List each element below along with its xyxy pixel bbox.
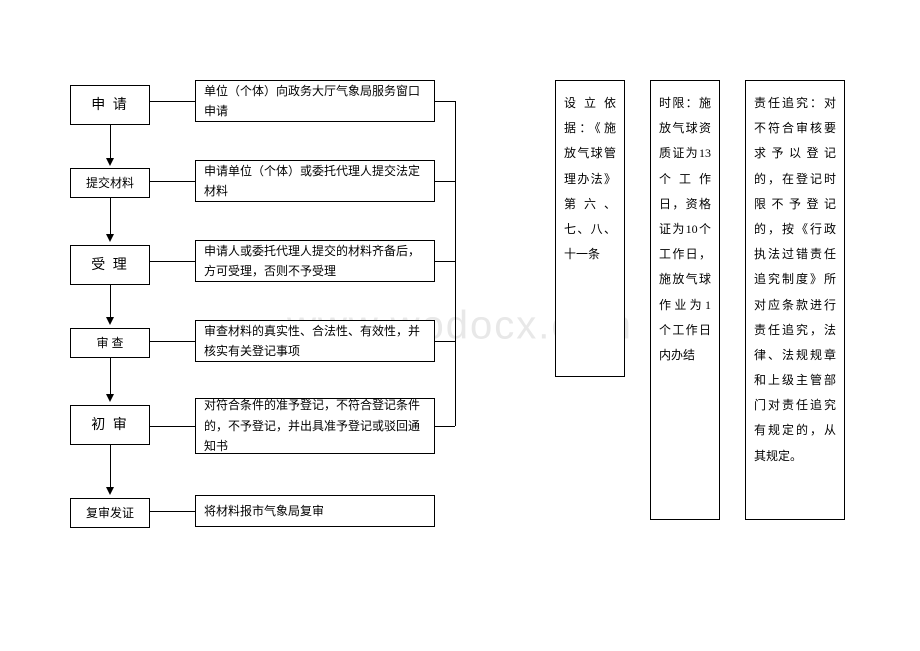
arrow-head-4 <box>106 394 114 402</box>
arrow-line-2 <box>110 198 111 236</box>
desc-accept: 申请人或委托代理人提交的材料齐备后，方可受理，否则不予受理 <box>195 240 435 282</box>
step-final: 复审发证 <box>70 498 150 528</box>
desc-final: 将材料报市气象局复审 <box>195 495 435 527</box>
connector-initial-right <box>435 426 455 427</box>
info-timelimit: 时限：施放气球资质证为13个工作日，资格证为10个工作日，施放气球作业为1个工作… <box>650 80 720 520</box>
connector-final <box>150 511 195 512</box>
connector-apply <box>150 101 195 102</box>
step-accept: 受 理 <box>70 245 150 285</box>
arrow-line-5 <box>110 445 111 489</box>
connector-review-right <box>435 341 455 342</box>
connector-accept-right <box>435 261 455 262</box>
connector-apply-right <box>435 101 455 102</box>
arrow-head-3 <box>106 317 114 325</box>
desc-review: 审查材料的真实性、合法性、有效性，并核实有关登记事项 <box>195 320 435 362</box>
connector-accept <box>150 261 195 262</box>
arrow-head-1 <box>106 158 114 166</box>
arrow-line-1 <box>110 125 111 160</box>
right-vertical-connector <box>455 101 456 426</box>
step-apply: 申 请 <box>70 85 150 125</box>
info-liability: 责任追究：对不符合审核要求予以登记的，在登记时限不予登记的，按《行政执法过错责任… <box>745 80 845 520</box>
connector-initial <box>150 426 195 427</box>
arrow-head-2 <box>106 234 114 242</box>
connector-review <box>150 341 195 342</box>
arrow-head-5 <box>106 487 114 495</box>
desc-apply: 单位（个体）向政务大厅气象局服务窗口申请 <box>195 80 435 122</box>
info-basis: 设立依据：《施放气球管理办法》第六、七、八、十一条 <box>555 80 625 377</box>
connector-submit-right <box>435 181 455 182</box>
step-review: 审 查 <box>70 328 150 358</box>
step-initial: 初 审 <box>70 405 150 445</box>
connector-submit <box>150 181 195 182</box>
desc-initial: 对符合条件的准予登记，不符合登记条件的，不予登记，并出具准予登记或驳回通知书 <box>195 398 435 454</box>
desc-submit: 申请单位（个体）或委托代理人提交法定材料 <box>195 160 435 202</box>
arrow-line-3 <box>110 285 111 319</box>
step-submit: 提交材料 <box>70 168 150 198</box>
arrow-line-4 <box>110 358 111 396</box>
